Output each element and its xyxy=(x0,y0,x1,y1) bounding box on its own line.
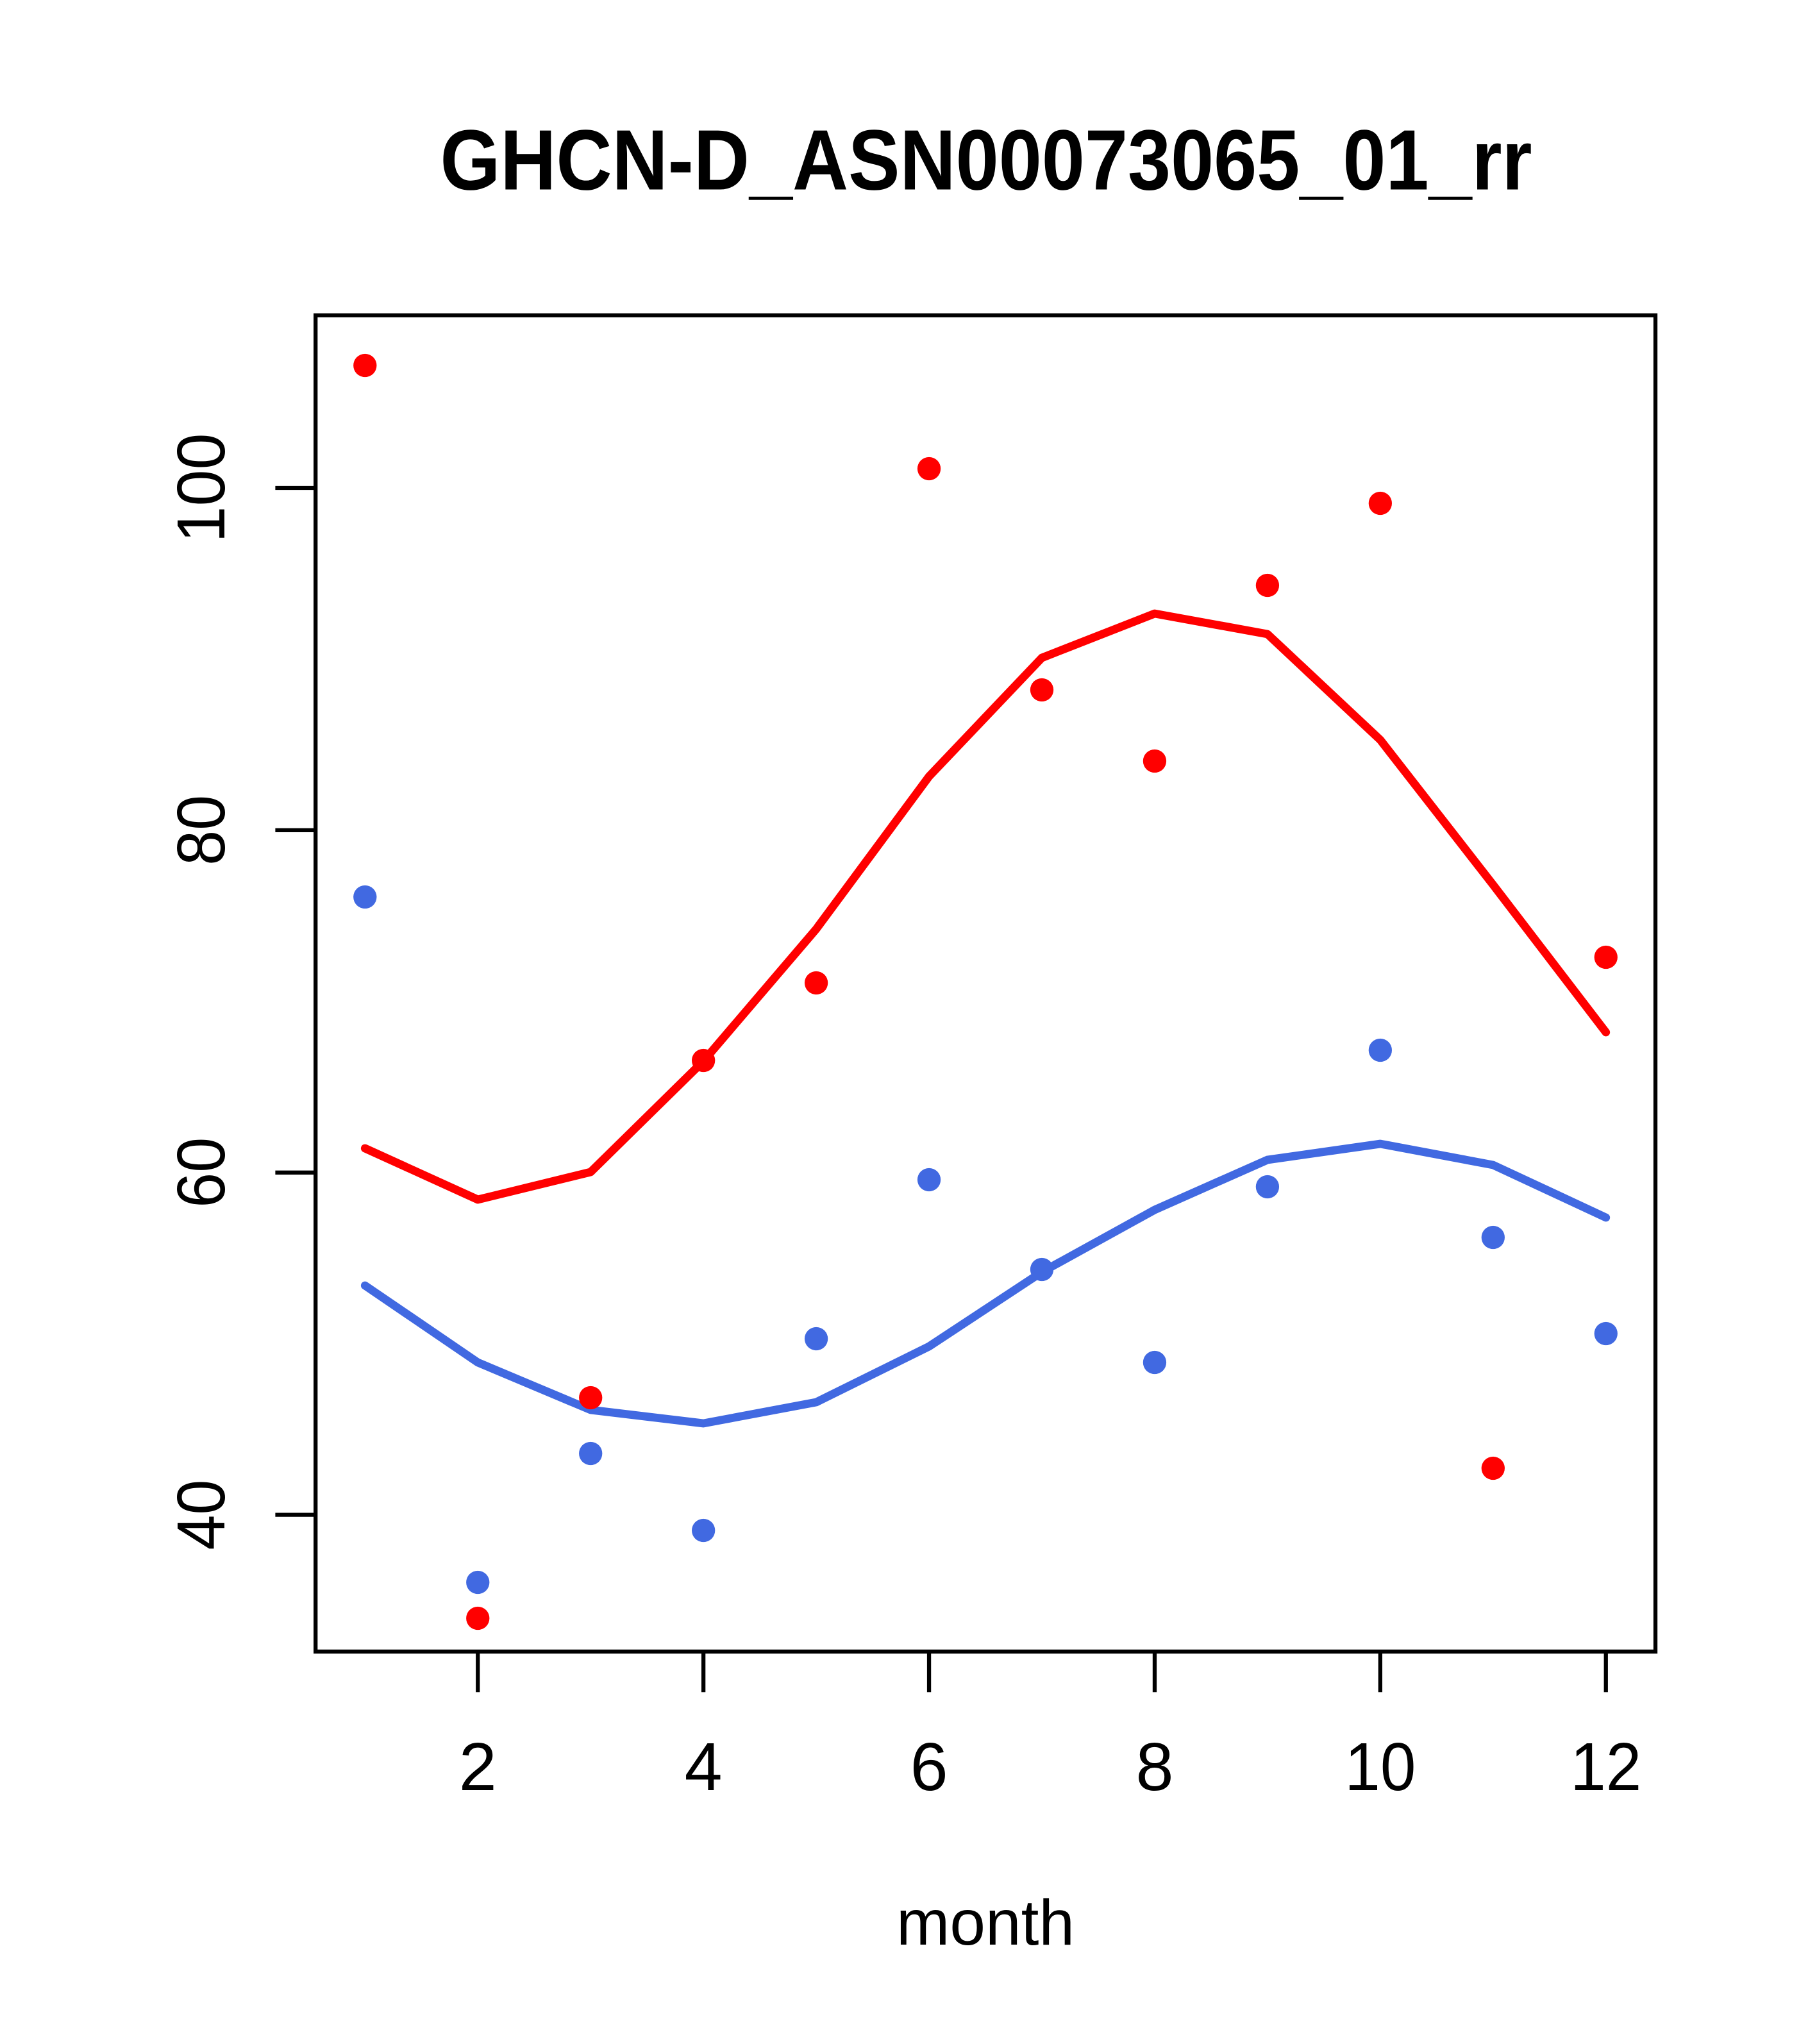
svg-text:month: month xyxy=(896,1887,1075,1959)
svg-text:8: 8 xyxy=(1135,1729,1173,1805)
svg-text:80: 80 xyxy=(163,795,239,866)
svg-text:4: 4 xyxy=(685,1729,723,1805)
svg-text:100: 100 xyxy=(163,433,239,543)
svg-text:40: 40 xyxy=(163,1480,239,1550)
svg-text:12: 12 xyxy=(1570,1729,1641,1805)
svg-text:GHCN-D_ASN00073065_01_rr: GHCN-D_ASN00073065_01_rr xyxy=(440,113,1532,208)
svg-text:2: 2 xyxy=(459,1729,497,1805)
svg-text:6: 6 xyxy=(910,1729,948,1805)
svg-text:60: 60 xyxy=(163,1137,239,1208)
svg-text:10: 10 xyxy=(1344,1729,1416,1805)
